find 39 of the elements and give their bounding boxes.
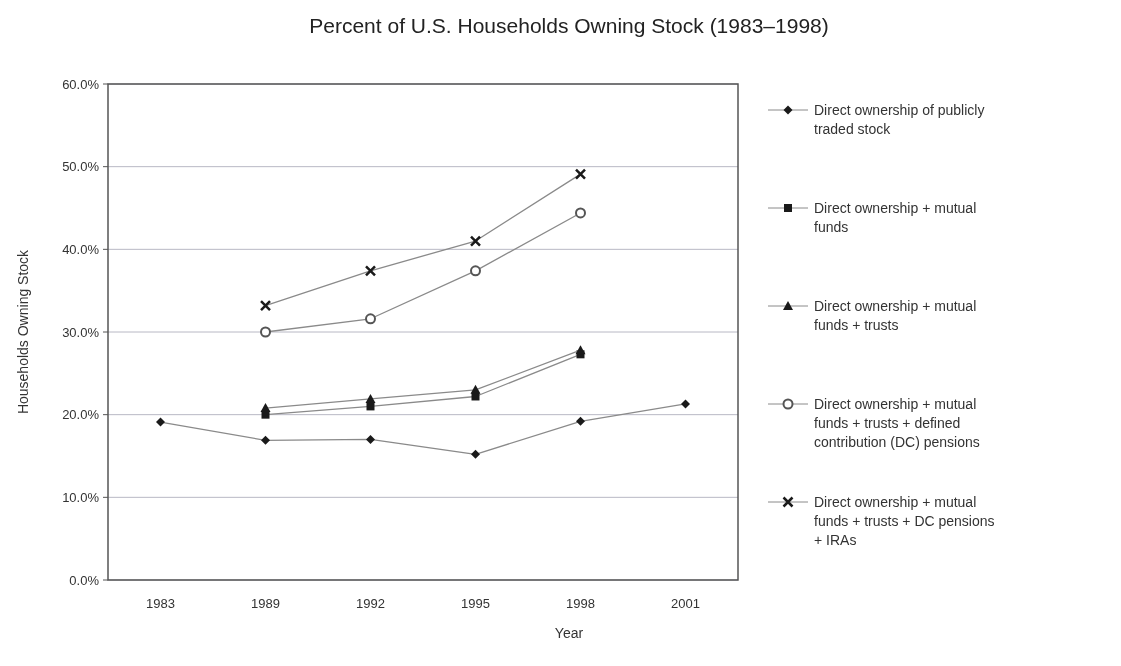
point bbox=[471, 449, 480, 459]
x-tick-label: 1992 bbox=[356, 596, 385, 611]
point bbox=[365, 393, 376, 403]
point bbox=[260, 403, 271, 413]
chart-title: Percent of U.S. Households Owning Stock (1983–1998) bbox=[309, 14, 829, 37]
legend-label: Direct ownership + mutual funds bbox=[814, 199, 977, 235]
x-tick-label: 1995 bbox=[461, 596, 490, 611]
legend-label: Direct ownership + mutual funds + trusts + DC pensions + IRAs bbox=[814, 493, 995, 548]
point bbox=[469, 235, 482, 247]
y-axis-title: Households Owning Stock bbox=[15, 248, 31, 415]
x-axis-title: Year bbox=[554, 625, 584, 641]
legend-label: Direct ownership of publicly traded stock bbox=[814, 101, 985, 137]
point bbox=[259, 299, 272, 312]
legend-label: Direct ownership + mutual funds + trusts + defined contribution (DC) pensions bbox=[814, 395, 980, 450]
y-tick-label: 10.0% bbox=[62, 489, 100, 505]
y-tick-label: 30.0% bbox=[62, 324, 100, 340]
point bbox=[681, 399, 690, 409]
y-tick-label: 0.0% bbox=[69, 572, 100, 588]
point bbox=[261, 435, 270, 445]
point bbox=[575, 345, 586, 355]
point bbox=[575, 207, 586, 219]
x-tick-label: 1989 bbox=[251, 596, 280, 611]
point bbox=[470, 265, 481, 277]
point bbox=[365, 313, 376, 325]
y-tick-label: 50.0% bbox=[62, 159, 100, 175]
x-tick-label: 2001 bbox=[671, 596, 700, 611]
y-tick-label: 60.0% bbox=[62, 76, 100, 92]
point bbox=[156, 417, 165, 427]
point bbox=[260, 326, 271, 338]
point bbox=[366, 434, 375, 444]
point bbox=[470, 384, 481, 394]
point bbox=[576, 416, 585, 426]
y-tick-label: 40.0% bbox=[62, 241, 100, 257]
x-tick-label: 1998 bbox=[566, 596, 595, 611]
legend-label: Direct ownership + mutual funds + trusts bbox=[814, 297, 977, 333]
y-tick-label: 20.0% bbox=[62, 407, 100, 423]
point bbox=[364, 265, 377, 277]
x-tick-label: 1983 bbox=[146, 596, 175, 611]
point bbox=[574, 168, 587, 180]
